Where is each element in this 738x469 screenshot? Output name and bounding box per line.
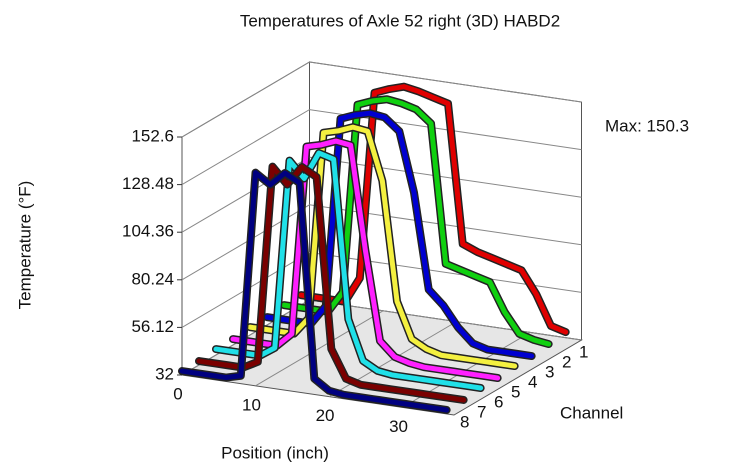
y-tick-label: 128.48 <box>122 174 174 193</box>
y-tick-label: 80.24 <box>131 269 174 288</box>
channel-label: 4 <box>528 372 537 391</box>
channel-label: 8 <box>460 412 469 431</box>
series-line <box>179 170 450 413</box>
x-tick-label: 20 <box>316 406 335 425</box>
channel-label: 3 <box>545 362 554 381</box>
channel-label: 7 <box>477 402 486 421</box>
y-tick-label: 32 <box>155 364 174 383</box>
grid-line <box>181 61 582 138</box>
grid-line <box>181 109 582 186</box>
x-tick-label: 0 <box>173 384 182 403</box>
y-axis-label: Temperature (°F) <box>15 181 34 310</box>
x-tick-label: 10 <box>242 395 261 414</box>
channel-label: 1 <box>579 342 588 361</box>
channel-axis-label: Channel <box>560 403 623 422</box>
floor-grid-line <box>255 310 384 387</box>
x-axis-label: Position (inch) <box>221 443 329 462</box>
x-tick-label: 30 <box>389 417 408 436</box>
max-annotation: Max: 150.3 <box>605 116 689 135</box>
channel-label: 2 <box>562 352 571 371</box>
y-tick-label: 56.12 <box>131 317 174 336</box>
grid-line <box>181 204 582 281</box>
channel-label: 5 <box>511 382 520 401</box>
y-tick-label: 104.36 <box>122 222 174 241</box>
channel-label: 6 <box>494 392 503 411</box>
chart-title: Temperatures of Axle 52 right (3D) HABD2 <box>240 11 560 30</box>
y-tick-label: 152.6 <box>131 126 174 145</box>
